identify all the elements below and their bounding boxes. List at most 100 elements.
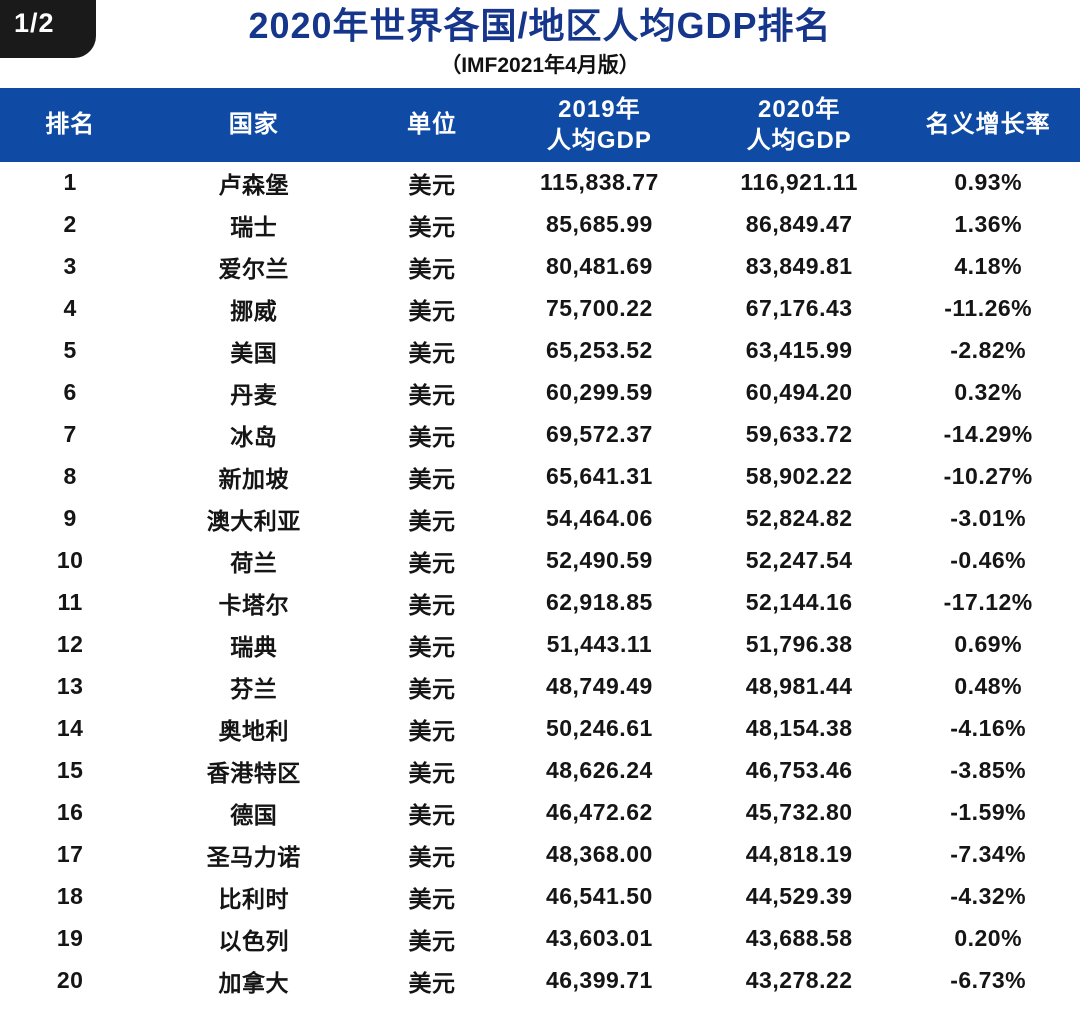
table-row: 18 比利时 美元 46,541.50 44,529.39 -4.32%: [0, 876, 1080, 918]
cell-rank: 15: [56, 757, 84, 784]
page-indicator: 1/2: [14, 8, 55, 38]
cell-growth: -7.34%: [950, 841, 1027, 868]
col-header-gdp2020-line1: 2020年: [757, 95, 841, 123]
cell-gdp2019: 46,399.71: [545, 967, 653, 994]
cell-gdp2020: 52,144.16: [745, 589, 853, 616]
cell-country: 美国: [230, 339, 278, 366]
col-header-growth: 名义增长率: [896, 87, 1080, 162]
cell-gdp2019: 51,443.11: [546, 631, 653, 658]
cell-gdp2020: 48,981.44: [745, 673, 853, 700]
cell-growth: -4.16%: [950, 715, 1027, 742]
table-row: 15 香港特区 美元 48,626.24 46,753.46 -3.85%: [0, 750, 1080, 792]
cell-gdp2019: 48,749.49: [545, 673, 653, 700]
page-subtitle: （IMF2021年4月版）: [440, 53, 640, 77]
cell-rank: 19: [56, 925, 84, 952]
cell-rank: 2: [63, 211, 77, 238]
table-row: 17 圣马力诺 美元 48,368.00 44,818.19 -7.34%: [0, 834, 1080, 876]
cell-gdp2019: 43,603.01: [545, 925, 653, 952]
cell-growth: -0.46%: [950, 547, 1027, 574]
cell-unit: 美元: [408, 927, 456, 954]
cell-country: 澳大利亚: [206, 507, 301, 534]
cell-gdp2020: 43,688.58: [745, 925, 853, 952]
cell-gdp2019: 65,253.52: [545, 337, 653, 364]
col-header-unit: 单位: [367, 87, 497, 162]
cell-gdp2019: 46,472.62: [545, 799, 653, 826]
cell-rank: 6: [63, 379, 77, 406]
cell-rank: 9: [63, 505, 77, 532]
cell-country: 卡塔尔: [218, 591, 290, 618]
cell-growth: -6.73%: [950, 967, 1027, 994]
cell-country: 丹麦: [230, 381, 278, 408]
cell-gdp2020: 83,849.81: [745, 253, 853, 280]
cell-unit: 美元: [408, 969, 456, 996]
col-header-unit-label: 单位: [406, 111, 457, 139]
col-header-rank: 排名: [0, 87, 141, 162]
cell-gdp2020: 44,818.19: [745, 841, 853, 868]
table-row: 20 加拿大 美元 46,399.71 43,278.22 -6.73%: [0, 960, 1080, 1002]
cell-unit: 美元: [408, 633, 456, 660]
cell-gdp2020: 51,796.38: [745, 631, 853, 658]
table-row: 1 卢森堡 美元 115,838.77 116,921.11 0.93%: [0, 162, 1080, 204]
table-row: 6 丹麦 美元 60,299.59 60,494.20 0.32%: [0, 372, 1080, 414]
cell-unit: 美元: [408, 717, 456, 744]
cell-unit: 美元: [408, 885, 456, 912]
cell-rank: 20: [56, 967, 84, 994]
cell-unit: 美元: [408, 507, 456, 534]
cell-country: 比利时: [218, 885, 290, 912]
col-header-country: 国家: [140, 87, 368, 162]
table-row: 7 冰岛 美元 69,572.37 59,633.72 -14.29%: [0, 414, 1080, 456]
cell-unit: 美元: [408, 297, 456, 324]
col-header-gdp2020: 2020年 人均GDP: [701, 87, 897, 162]
cell-gdp2019: 50,246.61: [545, 715, 653, 742]
table-header: 排名 国家 单位 2019年 人均GDP 2020年 人均GDP 名义增长率: [0, 87, 1080, 162]
table-row: 12 瑞典 美元 51,443.11 51,796.38 0.69%: [0, 624, 1080, 666]
cell-growth: 0.93%: [954, 169, 1023, 196]
col-header-gdp2019: 2019年 人均GDP: [496, 87, 702, 162]
cell-gdp2019: 60,299.59: [545, 379, 653, 406]
cell-unit: 美元: [408, 591, 456, 618]
table-row: 19 以色列 美元 43,603.01 43,688.58 0.20%: [0, 918, 1080, 960]
cell-unit: 美元: [408, 801, 456, 828]
cell-unit: 美元: [408, 675, 456, 702]
cell-country: 瑞士: [230, 213, 278, 240]
cell-rank: 17: [56, 841, 84, 868]
cell-growth: -4.32%: [950, 883, 1027, 910]
cell-gdp2020: 45,732.80: [745, 799, 853, 826]
cell-growth: 0.69%: [954, 631, 1023, 658]
cell-country: 加拿大: [218, 969, 290, 996]
cell-unit: 美元: [408, 381, 456, 408]
cell-rank: 3: [63, 253, 77, 280]
cell-gdp2020: 48,154.38: [745, 715, 853, 742]
cell-gdp2020: 116,921.11: [740, 169, 858, 196]
cell-growth: 0.48%: [954, 673, 1023, 700]
cell-rank: 11: [57, 589, 83, 616]
cell-country: 香港特区: [206, 759, 301, 786]
cell-gdp2020: 52,247.54: [745, 547, 853, 574]
cell-unit: 美元: [408, 549, 456, 576]
cell-growth: -10.27%: [943, 463, 1033, 490]
cell-growth: -14.29%: [943, 421, 1033, 448]
table-row: 5 美国 美元 65,253.52 63,415.99 -2.82%: [0, 330, 1080, 372]
table-row: 11 卡塔尔 美元 62,918.85 52,144.16 -17.12%: [0, 582, 1080, 624]
cell-country: 荷兰: [230, 549, 278, 576]
cell-growth: -3.85%: [950, 757, 1027, 784]
cell-rank: 16: [56, 799, 84, 826]
cell-rank: 18: [56, 883, 84, 910]
cell-growth: 1.36%: [954, 211, 1023, 238]
cell-country: 芬兰: [230, 675, 278, 702]
cell-rank: 8: [63, 463, 77, 490]
col-header-gdp2019-line2: 人均GDP: [546, 126, 652, 154]
video-corner-overlay: 1/2: [0, 0, 96, 58]
cell-gdp2020: 52,824.82: [745, 505, 853, 532]
cell-country: 卢森堡: [218, 171, 290, 198]
cell-gdp2019: 48,368.00: [545, 841, 653, 868]
cell-rank: 7: [63, 421, 77, 448]
cell-gdp2019: 115,838.77: [539, 169, 659, 196]
col-header-gdp2020-line2: 人均GDP: [746, 126, 852, 154]
cell-rank: 5: [63, 337, 77, 364]
cell-growth: -1.59%: [950, 799, 1027, 826]
cell-unit: 美元: [408, 213, 456, 240]
cell-rank: 13: [56, 673, 84, 700]
cell-country: 以色列: [218, 927, 290, 954]
col-header-gdp2019-line1: 2019年: [558, 95, 641, 123]
